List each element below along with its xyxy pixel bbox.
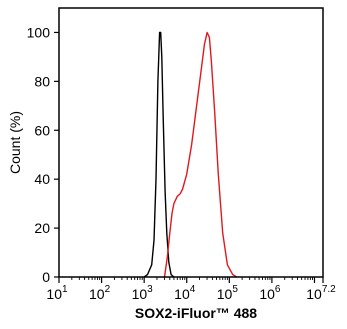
y-tick-label: 60 [34,122,50,138]
y-tick-label: 20 [34,220,50,236]
x-tick-label: 103 [132,284,154,302]
y-tick-label: 80 [34,73,50,89]
plot-area [143,31,238,278]
x-axis-title: SOX2-iFluor™ 488 [135,305,257,321]
x-tick-label: 105 [217,284,239,302]
plot-frame [58,7,324,278]
y-axis-title: Count (%) [7,111,23,174]
y-tick-label: 100 [27,24,51,40]
x-tick-label: 107.2 [306,284,336,302]
y-axis: 0 20 40 60 80 100 [27,24,59,285]
x-tick-label: 102 [89,284,111,302]
y-tick-label: 40 [34,171,50,187]
y-tick-label: 0 [42,269,50,285]
series-line-2 [163,31,238,278]
x-tick-label: 101 [46,284,68,302]
x-tick-label: 106 [259,284,281,302]
x-axis: 101 102 103 104 105 106 107.2 [46,277,336,302]
x-tick-label: 104 [174,284,196,302]
